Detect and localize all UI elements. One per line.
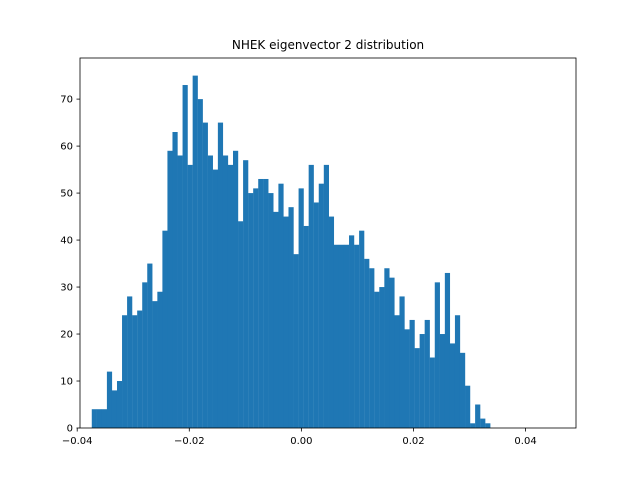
histogram-bar bbox=[444, 272, 451, 428]
histogram-bar bbox=[389, 277, 395, 428]
histogram-bar bbox=[217, 122, 224, 428]
histogram-bar bbox=[379, 287, 385, 428]
histogram-bar bbox=[303, 225, 309, 428]
histogram-bar bbox=[111, 390, 118, 428]
histogram-bar bbox=[222, 155, 229, 429]
y-tick-label: 60 bbox=[60, 142, 73, 153]
histogram-bar bbox=[172, 132, 178, 428]
histogram-bar bbox=[313, 202, 319, 428]
histogram-bar bbox=[424, 319, 430, 428]
histogram-bar bbox=[137, 310, 143, 428]
y-tick-label: 0 bbox=[67, 424, 73, 435]
histogram-bar bbox=[132, 315, 138, 428]
histogram-bar bbox=[475, 404, 481, 428]
histogram-bar bbox=[323, 164, 329, 428]
histogram-bar bbox=[147, 263, 153, 428]
x-tick-label: −0.04 bbox=[62, 436, 93, 447]
histogram-bar bbox=[152, 301, 158, 428]
histogram-bar bbox=[384, 268, 390, 428]
histogram-bar bbox=[202, 122, 208, 428]
x-tick-label: 0.02 bbox=[402, 436, 424, 447]
y-tick-label: 10 bbox=[60, 377, 73, 388]
histogram-bar bbox=[96, 409, 102, 428]
histogram-bar bbox=[278, 183, 284, 428]
histogram-bar bbox=[288, 207, 294, 428]
histogram-bar bbox=[187, 164, 193, 428]
y-tick-label: 40 bbox=[60, 236, 73, 247]
y-tick-label: 30 bbox=[60, 283, 73, 294]
histogram-bar bbox=[293, 254, 299, 428]
histogram-bar bbox=[91, 409, 97, 428]
x-axis-ticks: −0.04 −0.02 0.00 0.02 0.04 bbox=[62, 428, 537, 447]
histogram-bar bbox=[328, 216, 335, 428]
histogram-bar bbox=[162, 230, 168, 428]
histogram-bar bbox=[116, 381, 123, 428]
histogram-bar bbox=[394, 315, 400, 428]
histogram-bar bbox=[207, 155, 213, 429]
x-tick-label: 0.00 bbox=[290, 436, 312, 447]
histogram-bar bbox=[480, 418, 486, 428]
histogram-bar bbox=[343, 244, 350, 428]
histogram-bar bbox=[212, 169, 219, 428]
histogram-bar bbox=[374, 291, 380, 428]
y-axis-ticks: 0 10 20 30 40 50 60 70 bbox=[60, 95, 80, 435]
x-tick-label: −0.02 bbox=[174, 436, 205, 447]
histogram-bar bbox=[227, 164, 234, 428]
histogram-bar bbox=[182, 85, 188, 429]
histogram-bar bbox=[233, 150, 239, 429]
histogram-bar bbox=[409, 319, 415, 428]
histogram-bar bbox=[414, 348, 420, 428]
histogram-bar bbox=[434, 282, 440, 428]
histogram-bar bbox=[298, 188, 304, 428]
chart-title: NHEK eigenvector 2 distribution bbox=[232, 38, 424, 52]
plot-frame bbox=[79, 57, 577, 429]
y-tick-label: 50 bbox=[60, 189, 73, 200]
histogram-bar bbox=[283, 216, 289, 428]
histogram-bar bbox=[142, 282, 148, 428]
histogram-bar bbox=[470, 423, 476, 428]
histogram-bar bbox=[349, 235, 355, 428]
histogram-bar bbox=[429, 357, 435, 428]
histogram-bar bbox=[177, 155, 183, 429]
histogram-bar bbox=[192, 75, 198, 429]
bars-group bbox=[91, 75, 491, 429]
x-tick-label: 0.04 bbox=[514, 436, 536, 447]
histogram-bar bbox=[454, 315, 461, 428]
histogram-bar bbox=[273, 211, 279, 428]
histogram-bar bbox=[318, 183, 324, 428]
histogram-bar bbox=[333, 244, 340, 428]
histogram-bar bbox=[439, 334, 445, 428]
histogram-bar bbox=[364, 258, 370, 428]
histogram-bar bbox=[308, 164, 314, 428]
histogram-bar bbox=[106, 371, 113, 428]
histogram-bar bbox=[449, 343, 456, 428]
histogram-bar bbox=[485, 423, 491, 428]
histogram-bar bbox=[167, 150, 173, 429]
histogram-bar bbox=[354, 244, 360, 428]
y-tick-label: 20 bbox=[60, 330, 73, 341]
histogram-bar bbox=[419, 334, 425, 428]
histogram-bar bbox=[238, 221, 244, 428]
histogram-bar bbox=[253, 188, 259, 428]
histogram-bar bbox=[157, 291, 163, 428]
histogram-bar bbox=[127, 296, 133, 428]
histogram-bar bbox=[465, 385, 471, 428]
histogram-bar bbox=[263, 178, 269, 428]
histogram-bar bbox=[258, 178, 264, 428]
histogram-bar bbox=[122, 315, 128, 428]
histogram-bar bbox=[101, 409, 108, 428]
histogram-bar bbox=[459, 352, 466, 428]
y-tick-label: 70 bbox=[60, 95, 73, 106]
histogram-bar bbox=[197, 99, 203, 429]
histogram-bar bbox=[404, 329, 410, 428]
histogram-bar bbox=[243, 160, 249, 428]
histogram-bar bbox=[268, 193, 274, 428]
histogram-bar bbox=[248, 193, 254, 428]
histogram-bar bbox=[338, 244, 345, 428]
histogram-bar bbox=[359, 230, 365, 428]
histogram-bar bbox=[369, 268, 375, 428]
histogram-bar bbox=[399, 296, 405, 428]
